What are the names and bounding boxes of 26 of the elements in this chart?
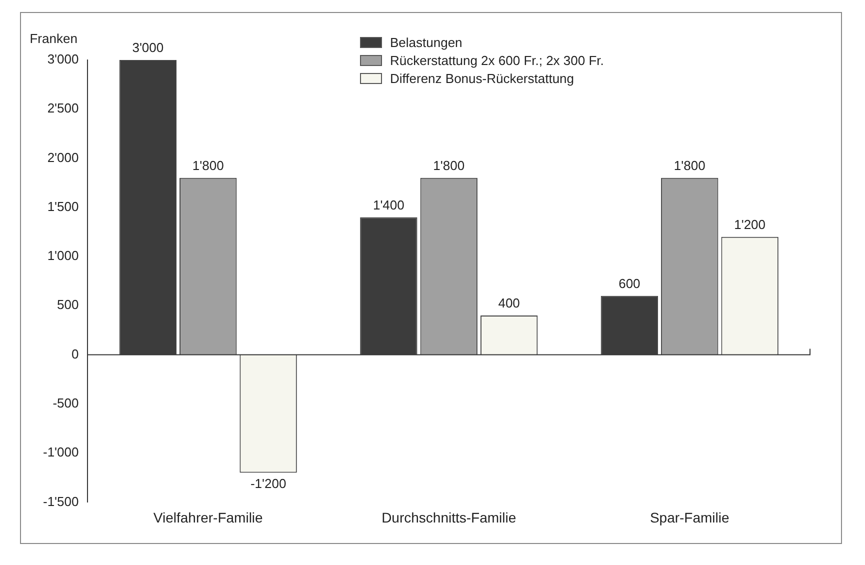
y-tick-label: 1'000 — [47, 248, 79, 264]
data-label: 3'000 — [132, 40, 164, 56]
data-label: 400 — [498, 296, 520, 311]
legend-label: Rückerstattung 2x 600 Fr.; 2x 300 Fr. — [390, 53, 604, 68]
data-label: 1'200 — [734, 216, 766, 232]
y-tick-label: 2'500 — [47, 100, 79, 116]
x-tick-label: Durchschnitts-Familie — [382, 509, 516, 526]
legend-label: Belastungen — [390, 35, 462, 50]
y-tick-label: -1'000 — [42, 444, 79, 460]
data-label: 1'400 — [372, 197, 404, 212]
data-label: 600 — [618, 276, 640, 291]
y-tick-label: 1'500 — [47, 198, 79, 214]
data-label: 1'800 — [433, 158, 465, 173]
y-tick-label: -1'500 — [42, 494, 79, 509]
y-tick-label: 0 — [71, 346, 79, 362]
data-label: 1'800 — [192, 158, 224, 173]
y-tick-label: -500 — [52, 396, 79, 411]
x-tick-label: Vielfahrer-Familie — [153, 509, 264, 526]
x-tick-label: Spar-Familie — [650, 509, 730, 526]
y-tick-label: 3'000 — [47, 52, 79, 67]
y-tick-label: 500 — [57, 297, 79, 312]
data-label: -1'200 — [250, 476, 286, 491]
y-axis-title: Franken — [30, 31, 78, 46]
legend-label: Differenz Bonus-Rückerstattung — [390, 71, 574, 86]
data-label: 1'800 — [674, 158, 706, 173]
y-tick-label: 2'000 — [47, 150, 79, 165]
